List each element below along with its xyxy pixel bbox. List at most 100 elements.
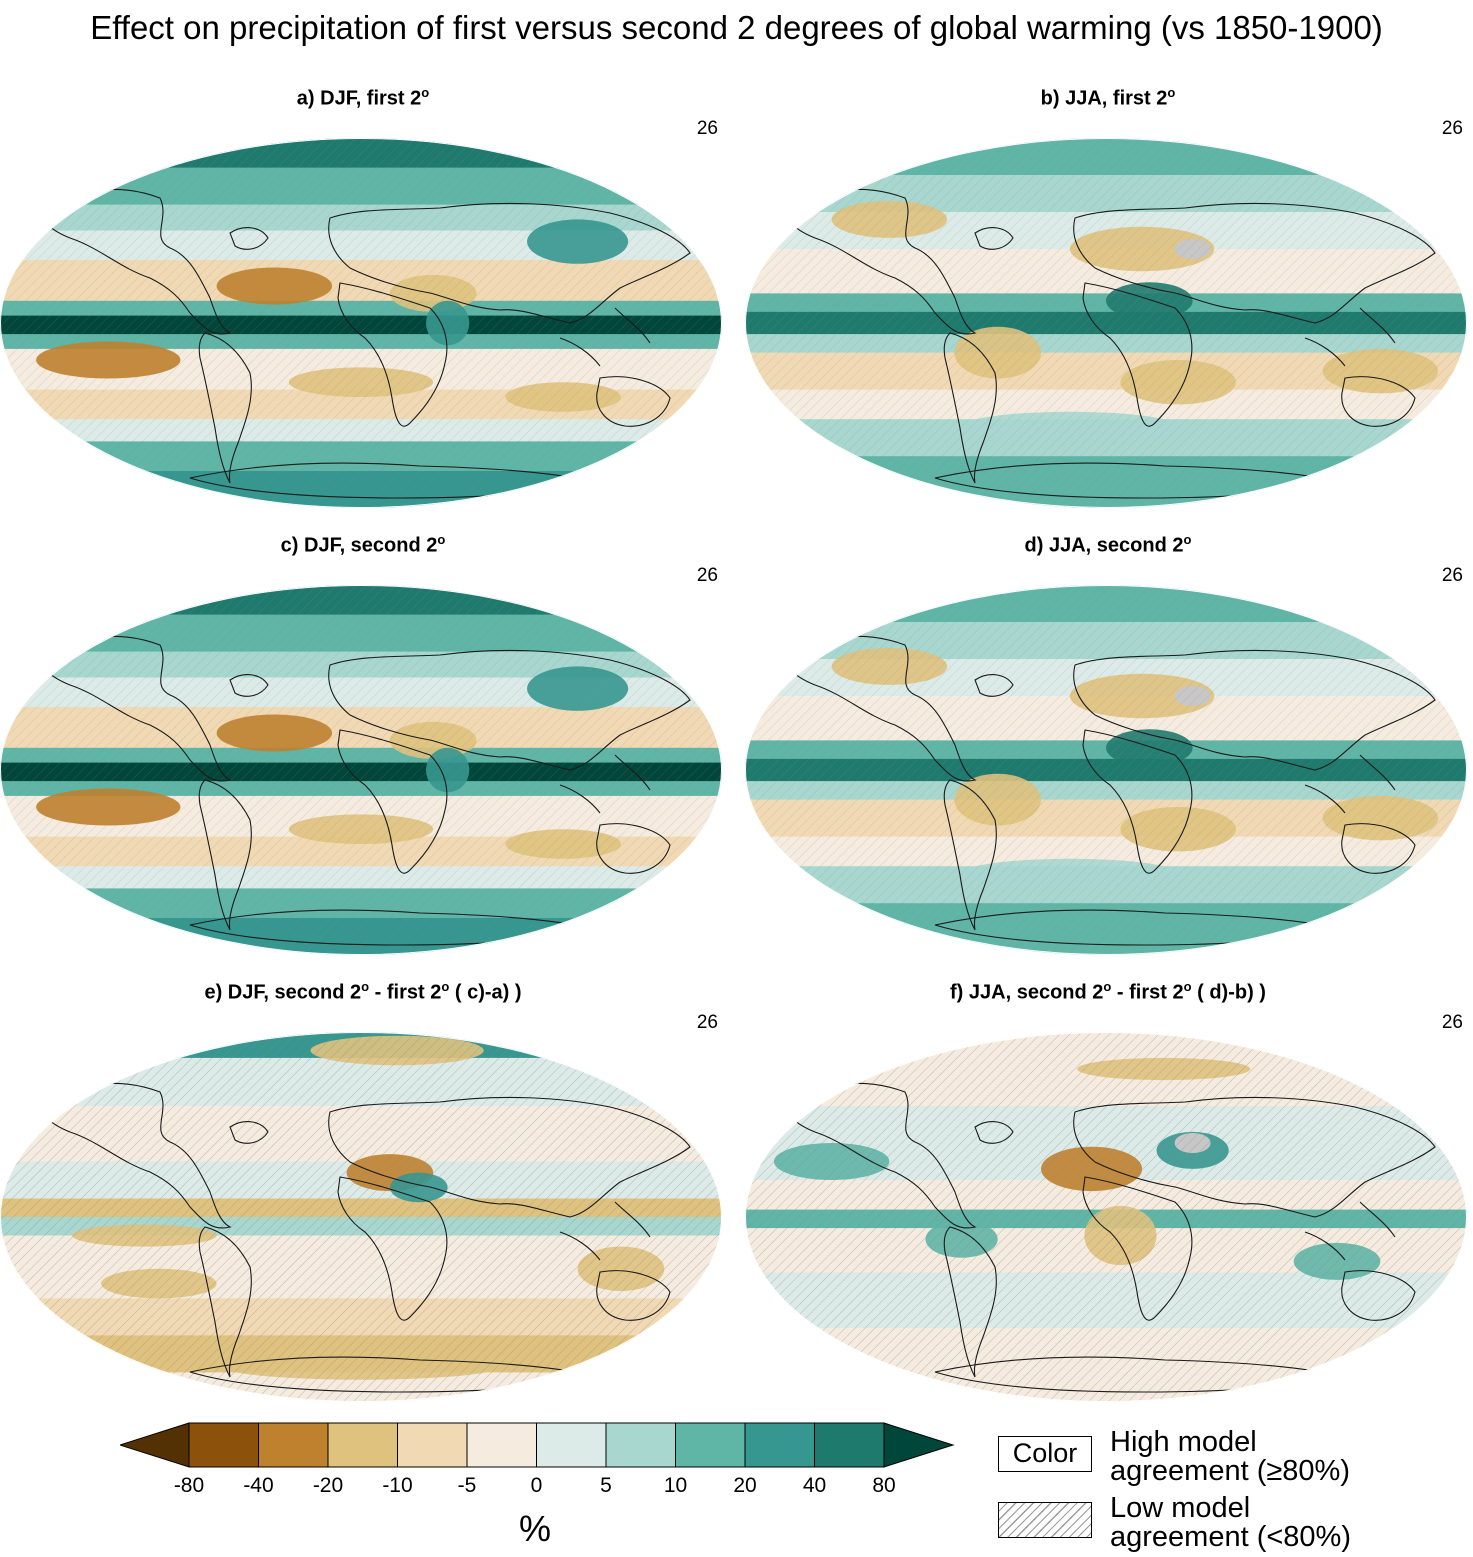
coastline xyxy=(559,307,651,367)
map-panel-d: d) JJA, second 2o 26 xyxy=(745,527,1471,957)
coastline xyxy=(784,1082,977,1229)
map-panel-e: e) DJF, second 2o - first 2o ( c)-a) ) 26 xyxy=(0,974,726,1404)
coastline xyxy=(328,1096,691,1218)
colorbar-segment xyxy=(188,1422,259,1468)
legend-low-line2: agreement (<80%) xyxy=(1110,1521,1351,1553)
coastline xyxy=(974,1121,1014,1144)
colorbar-tick-label: -40 xyxy=(243,1474,274,1497)
coastline xyxy=(337,282,448,427)
colorbar-segment xyxy=(744,1422,815,1468)
coastline xyxy=(1304,307,1396,367)
legend-hatch-box xyxy=(998,1502,1092,1538)
coastline xyxy=(974,227,1014,250)
coastline xyxy=(559,1201,651,1261)
panel-title-c: c) DJF, second 2o xyxy=(280,532,446,557)
coastline xyxy=(229,1121,269,1144)
coastline xyxy=(198,332,252,484)
coastline xyxy=(943,332,997,484)
colorbar-unit: % xyxy=(518,1508,551,1549)
precip-map-b xyxy=(745,138,1467,508)
colorbar-segment xyxy=(536,1422,607,1468)
colorbar-segment xyxy=(258,1422,329,1468)
coastline xyxy=(943,779,997,931)
legend-color-box: Color xyxy=(998,1436,1092,1472)
model-count-b: 26 xyxy=(1441,118,1463,139)
colorbar-tick-label: 40 xyxy=(802,1474,827,1497)
model-count-e: 26 xyxy=(696,1012,718,1033)
coastline xyxy=(1073,649,1436,771)
coastline xyxy=(1082,1176,1193,1321)
coastline xyxy=(1073,202,1436,324)
colorbar-tick-label: 80 xyxy=(872,1474,896,1497)
colorbar-tick-label: -20 xyxy=(312,1474,344,1497)
panel-title-e: e) DJF, second 2o - first 2o ( c)-a) ) xyxy=(204,979,522,1004)
map-outline xyxy=(745,585,1467,955)
coastline xyxy=(1341,376,1416,427)
coastline xyxy=(1304,754,1396,814)
legend-low-agreement: Low model agreement (<80%) xyxy=(1110,1494,1351,1552)
map-panel-a: a) DJF, first 2o 26 xyxy=(0,80,726,510)
colorbar-tick-label: -80 xyxy=(173,1474,205,1497)
coastline xyxy=(943,1226,997,1378)
coastline xyxy=(229,227,269,250)
low-agreement-hatching xyxy=(0,585,722,955)
coastline xyxy=(39,1082,232,1229)
low-agreement-hatching xyxy=(745,138,1467,508)
colorbar-tick-label: -5 xyxy=(457,1474,477,1497)
map-outline xyxy=(0,138,722,508)
colorbar-segment xyxy=(327,1422,398,1468)
map-panel-f: f) JJA, second 2o - first 2o ( d)-b) ) 26 xyxy=(745,974,1471,1404)
coastline xyxy=(596,376,671,427)
low-agreement-hatching xyxy=(745,1032,1467,1402)
colorbar-segment xyxy=(397,1422,468,1468)
colorbar-tick-label: -10 xyxy=(382,1474,413,1497)
panel-title-f: f) JJA, second 2o - first 2o ( d)-b) ) xyxy=(950,979,1266,1004)
map-outline xyxy=(0,585,722,955)
model-count-f: 26 xyxy=(1441,1012,1463,1033)
coastline xyxy=(39,188,232,335)
colorbar-segment xyxy=(814,1422,885,1468)
figure-title: Effect on precipitation of first versus … xyxy=(90,9,1383,46)
coastline xyxy=(1341,823,1416,874)
map-outline xyxy=(745,138,1467,508)
low-agreement-hatching xyxy=(0,1032,722,1402)
coastline xyxy=(328,202,691,324)
coastline xyxy=(337,1176,448,1321)
precip-map-e xyxy=(0,1032,722,1402)
coastline xyxy=(1341,1270,1416,1321)
panel-title-d: d) JJA, second 2o xyxy=(1024,532,1192,557)
precip-map-f xyxy=(745,1032,1467,1402)
legend-low-line1: Low model xyxy=(1110,1492,1251,1524)
model-count-d: 26 xyxy=(1441,565,1463,586)
coastline xyxy=(198,779,252,931)
coastline xyxy=(974,674,1014,697)
model-count-a: 26 xyxy=(696,118,718,139)
coastline xyxy=(784,635,977,782)
coastline xyxy=(1082,729,1193,874)
coastline xyxy=(337,729,448,874)
coastline xyxy=(1304,1201,1396,1261)
colorbar-segment xyxy=(675,1422,746,1468)
low-agreement-hatching xyxy=(0,138,722,508)
model-count-c: 26 xyxy=(696,565,718,586)
coastline xyxy=(1082,282,1193,427)
colorbar-tick-label: 5 xyxy=(600,1474,612,1497)
colorbar-tick-label: 0 xyxy=(530,1474,543,1497)
map-outline xyxy=(745,1032,1467,1402)
precip-map-c xyxy=(0,585,722,955)
low-agreement-hatching xyxy=(745,585,1467,955)
colorbar-high-arrow xyxy=(883,1422,955,1468)
precip-map-a xyxy=(0,138,722,508)
map-panel-b: b) JJA, first 2o 26 xyxy=(745,80,1471,510)
colorbar-segment xyxy=(605,1422,676,1468)
colorbar-segment xyxy=(466,1422,537,1468)
colorbar-tick-label: 10 xyxy=(663,1474,688,1497)
panel-title-a: a) DJF, first 2o xyxy=(296,85,430,110)
coastline xyxy=(229,674,269,697)
colorbar-low-arrow xyxy=(120,1422,190,1468)
colorbar-tick-label: 20 xyxy=(733,1474,757,1497)
coastline xyxy=(39,635,232,782)
colorbar xyxy=(120,1422,955,1468)
legend-high-line1: High model xyxy=(1110,1426,1257,1458)
map-outline xyxy=(0,1032,722,1402)
